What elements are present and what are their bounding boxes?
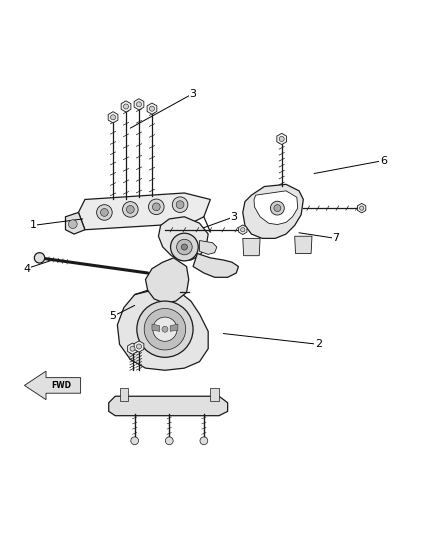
Circle shape <box>144 309 186 350</box>
Circle shape <box>172 197 188 213</box>
Circle shape <box>123 201 138 217</box>
Circle shape <box>124 104 129 109</box>
Polygon shape <box>117 290 208 370</box>
Polygon shape <box>170 324 178 332</box>
Polygon shape <box>243 184 304 238</box>
Circle shape <box>170 233 198 261</box>
Polygon shape <box>25 371 81 400</box>
Circle shape <box>127 206 134 213</box>
Circle shape <box>148 199 164 215</box>
Polygon shape <box>147 103 157 114</box>
Polygon shape <box>295 236 312 254</box>
Circle shape <box>137 344 141 349</box>
Circle shape <box>68 220 77 229</box>
Polygon shape <box>239 225 247 235</box>
Polygon shape <box>277 133 286 144</box>
Text: 7: 7 <box>332 233 339 244</box>
Polygon shape <box>200 240 217 254</box>
Polygon shape <box>108 112 118 123</box>
Circle shape <box>360 206 364 210</box>
Circle shape <box>137 102 141 107</box>
Circle shape <box>177 239 192 255</box>
Polygon shape <box>159 217 208 260</box>
Circle shape <box>152 203 160 211</box>
Text: 6: 6 <box>380 156 387 166</box>
Circle shape <box>162 326 168 332</box>
Polygon shape <box>127 343 138 354</box>
Polygon shape <box>134 99 144 110</box>
Circle shape <box>97 205 112 220</box>
Polygon shape <box>78 193 210 230</box>
Circle shape <box>176 201 184 208</box>
Circle shape <box>131 437 138 445</box>
Polygon shape <box>145 258 189 303</box>
Polygon shape <box>109 396 228 416</box>
Text: FWD: FWD <box>51 381 71 390</box>
Circle shape <box>137 301 193 357</box>
Text: 5: 5 <box>110 311 117 321</box>
Polygon shape <box>134 341 144 352</box>
Circle shape <box>166 437 173 445</box>
Polygon shape <box>357 204 366 213</box>
Circle shape <box>181 244 187 250</box>
Circle shape <box>240 228 245 232</box>
Circle shape <box>153 317 177 341</box>
Text: 2: 2 <box>315 340 322 349</box>
Text: 3: 3 <box>190 88 197 99</box>
Polygon shape <box>254 191 298 224</box>
Polygon shape <box>66 213 85 234</box>
Bar <box>120 387 128 401</box>
Polygon shape <box>243 238 260 256</box>
Polygon shape <box>152 324 160 332</box>
Circle shape <box>274 205 281 212</box>
Circle shape <box>149 106 155 111</box>
Text: 4: 4 <box>23 264 30 273</box>
Polygon shape <box>193 254 238 277</box>
Circle shape <box>34 253 45 263</box>
Text: 3: 3 <box>231 212 238 222</box>
Circle shape <box>100 208 108 216</box>
Circle shape <box>270 201 284 215</box>
Circle shape <box>200 437 208 445</box>
Circle shape <box>130 346 135 351</box>
Text: 1: 1 <box>29 221 36 230</box>
Bar <box>210 387 219 401</box>
Polygon shape <box>121 101 131 112</box>
Circle shape <box>110 115 116 120</box>
Circle shape <box>279 136 284 141</box>
